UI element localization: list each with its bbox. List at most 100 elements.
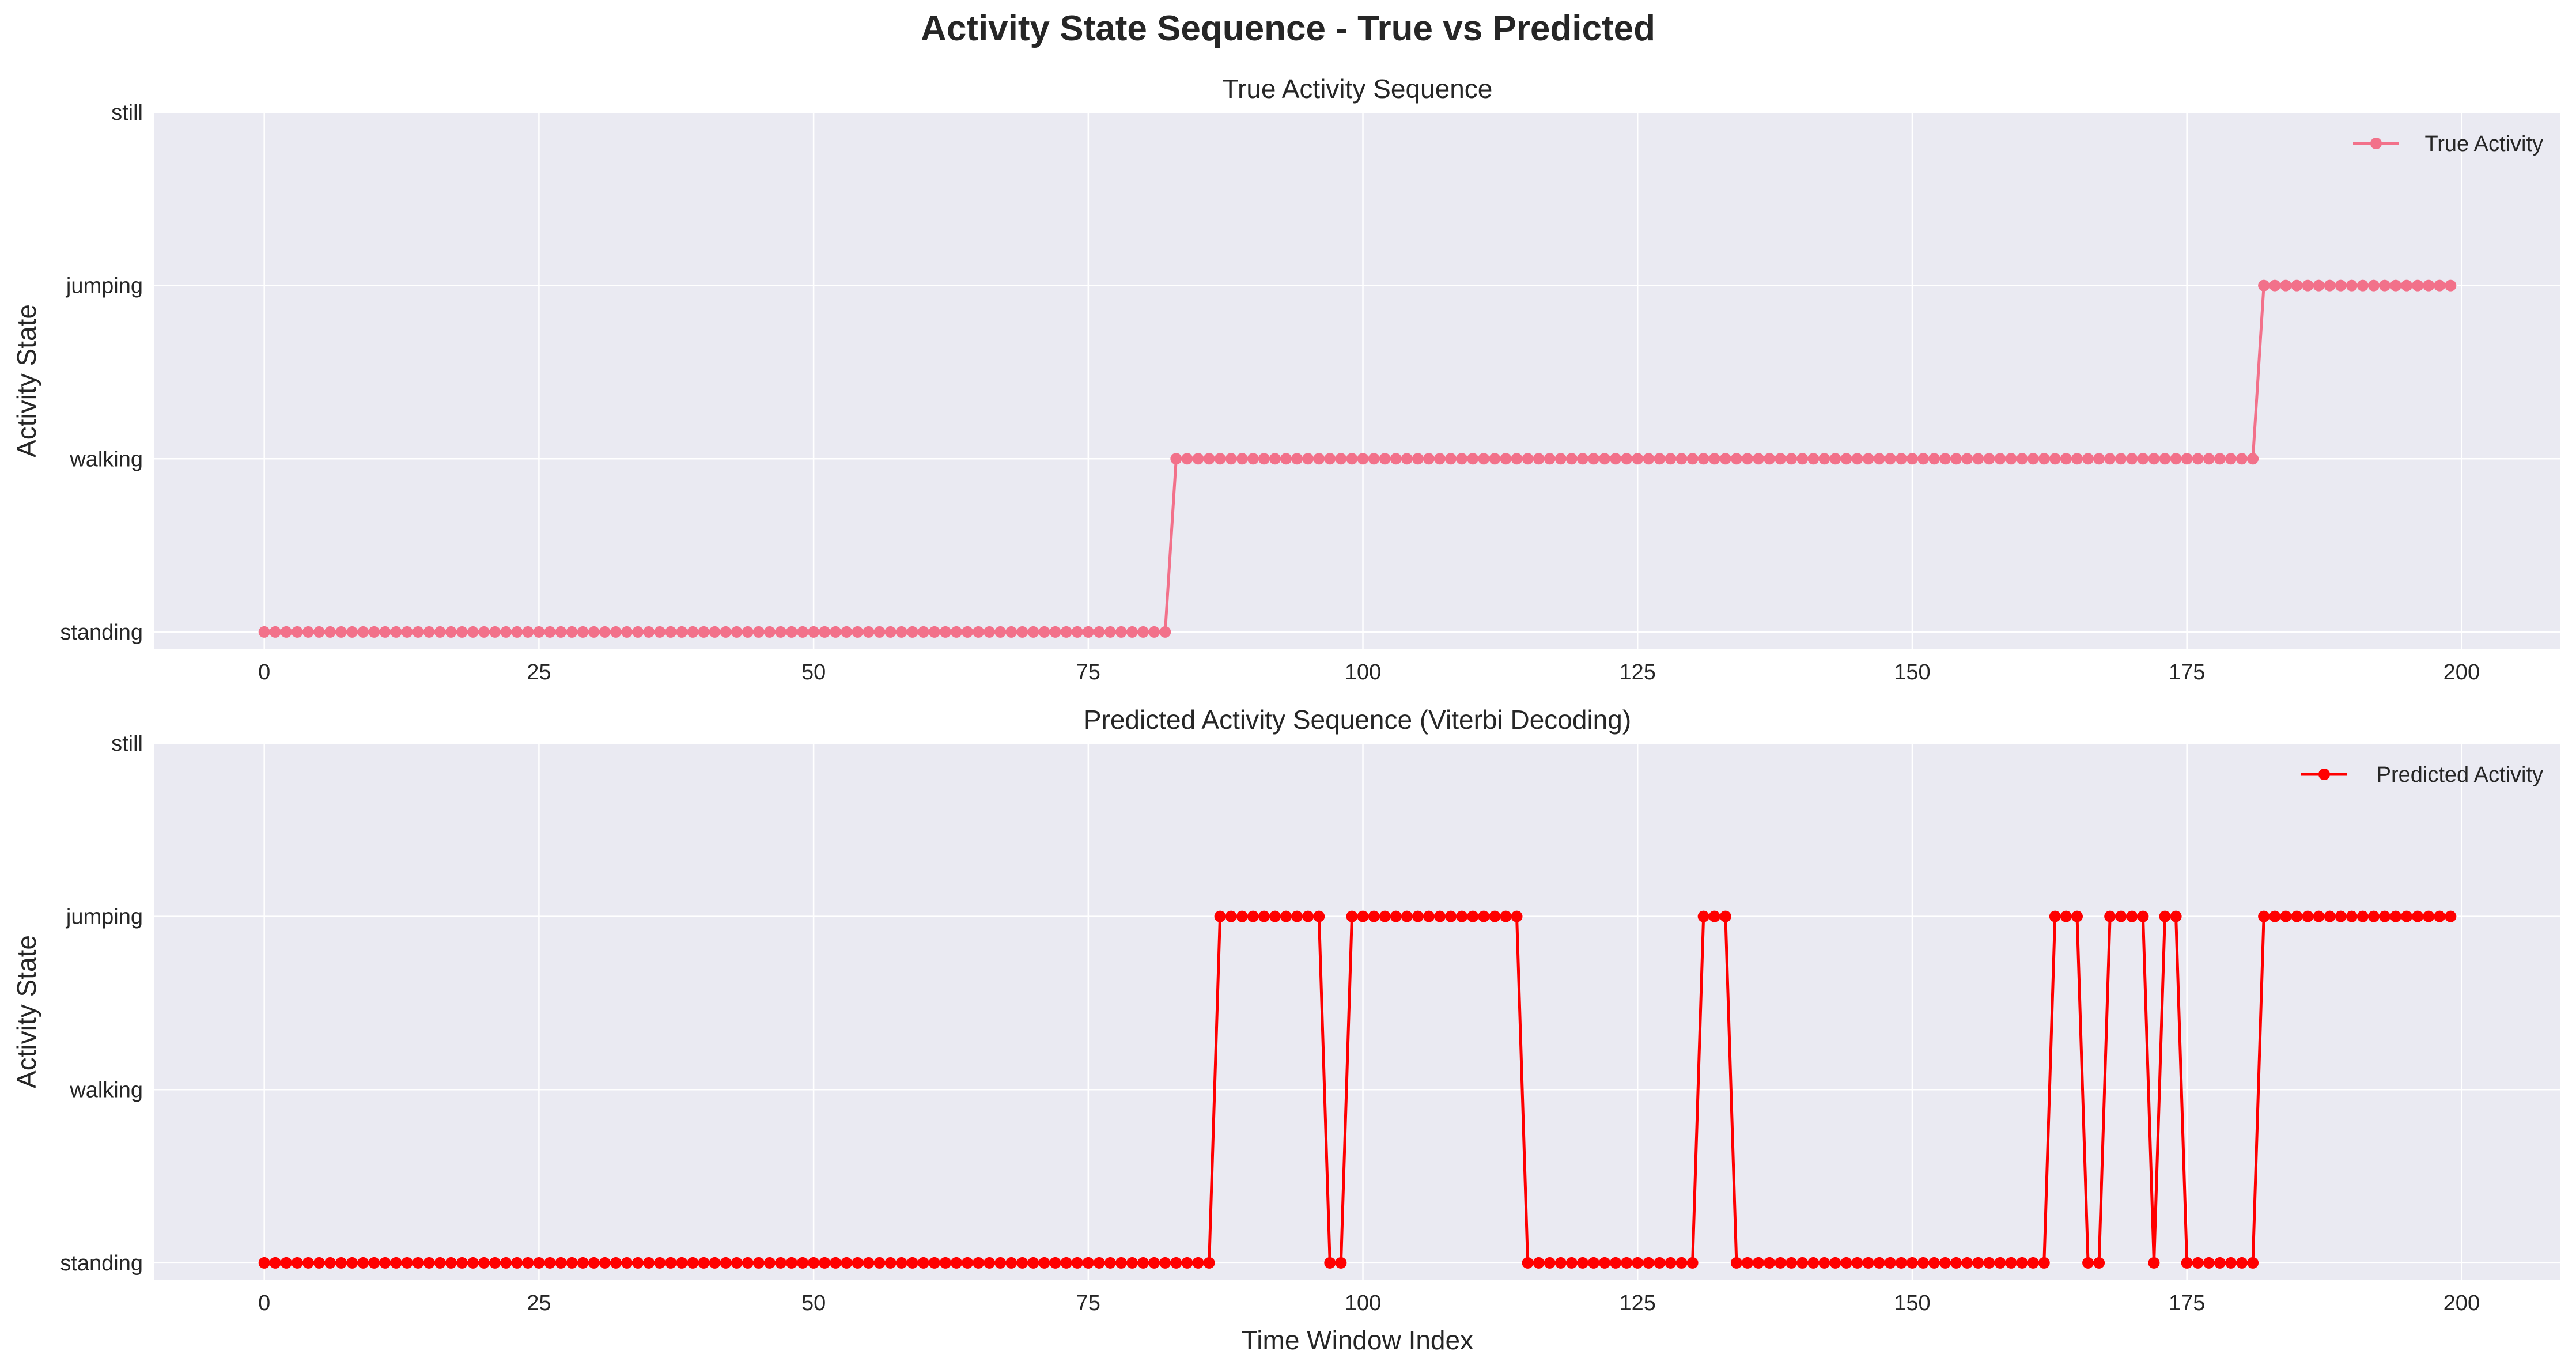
data-point (258, 1257, 270, 1269)
data-point (2412, 910, 2424, 922)
data-point (1522, 453, 1534, 465)
data-point (752, 1257, 765, 1269)
data-point (412, 1257, 424, 1269)
data-point (1335, 453, 1347, 465)
subplot-title: True Activity Sequence (1223, 74, 1493, 104)
data-point (335, 626, 347, 638)
data-point (2389, 910, 2401, 922)
data-point (1895, 1257, 1907, 1269)
data-point (1873, 1257, 1885, 1269)
y-tick-label: still (111, 732, 143, 756)
data-point (785, 626, 797, 638)
legend-label: Predicted Activity (2377, 763, 2543, 787)
data-point (2027, 1257, 2039, 1269)
data-point (973, 626, 985, 638)
data-point (1972, 453, 1984, 465)
data-point (1786, 1257, 1798, 1269)
data-point (2027, 453, 2039, 465)
data-point (2137, 453, 2149, 465)
data-point (2247, 453, 2259, 465)
data-point (2423, 279, 2435, 292)
data-point (654, 626, 666, 638)
x-tick-label: 75 (1076, 1291, 1100, 1315)
data-point (2137, 910, 2149, 922)
data-point (1225, 910, 1237, 922)
data-point (1236, 910, 1248, 922)
data-point (2159, 453, 2171, 465)
data-point (2005, 453, 2017, 465)
data-point (1214, 453, 1226, 465)
data-point (1587, 453, 1599, 465)
x-tick-label: 175 (2169, 660, 2205, 684)
data-point (544, 1257, 556, 1269)
data-point (1478, 910, 1490, 922)
x-tick-label: 175 (2169, 1291, 2205, 1315)
data-point (1456, 910, 1468, 922)
y-tick-label: jumping (66, 905, 143, 929)
data-point (2445, 910, 2457, 922)
x-tick-label: 0 (258, 1291, 270, 1315)
data-point (917, 1257, 929, 1269)
data-point (1280, 910, 1292, 922)
data-point (884, 1257, 897, 1269)
data-point (2356, 279, 2369, 292)
data-point (873, 626, 886, 638)
data-point (390, 626, 402, 638)
data-point (544, 626, 556, 638)
data-point (280, 626, 292, 638)
data-point (917, 626, 929, 638)
data-point (643, 1257, 655, 1269)
data-point (830, 626, 842, 638)
data-point (1665, 453, 1677, 465)
data-point (709, 626, 721, 638)
data-point (709, 1257, 721, 1269)
data-point (357, 1257, 369, 1269)
data-point (511, 626, 523, 638)
data-point (1983, 453, 1995, 465)
data-point (1554, 453, 1567, 465)
data-point (852, 1257, 864, 1269)
data-point (1576, 453, 1588, 465)
data-point (2060, 453, 2072, 465)
data-point (610, 626, 622, 638)
data-point (1093, 626, 1105, 638)
data-point (2313, 910, 2325, 922)
data-point (456, 626, 468, 638)
data-point (2335, 910, 2347, 922)
data-point (1379, 453, 1391, 465)
data-point (1621, 1257, 1633, 1269)
data-point (1434, 453, 1446, 465)
data-point (1807, 453, 1820, 465)
data-point (1060, 1257, 1072, 1269)
data-point (1038, 1257, 1050, 1269)
data-point (1412, 453, 1424, 465)
data-point (1335, 1257, 1347, 1269)
data-point (797, 626, 809, 638)
data-point (1753, 453, 1764, 465)
data-point (1829, 453, 1841, 465)
data-point (1170, 453, 1182, 465)
data-point (1148, 1257, 1160, 1269)
data-point (2060, 910, 2072, 922)
data-point (1719, 910, 1731, 922)
data-point (522, 1257, 534, 1269)
data-point (1005, 626, 1017, 638)
data-point (1412, 910, 1424, 922)
data-point (313, 626, 326, 638)
data-point (1126, 1257, 1138, 1269)
x-tick-label: 125 (1620, 1291, 1656, 1315)
data-point (1544, 1257, 1556, 1269)
data-point (2214, 453, 2226, 465)
data-point (852, 626, 864, 638)
data-point (1005, 1257, 1017, 1269)
data-point (577, 626, 589, 638)
data-point (2412, 279, 2424, 292)
data-point (1621, 453, 1633, 465)
data-point (2401, 279, 2413, 292)
data-point (2071, 453, 2083, 465)
data-point (1939, 1257, 1951, 1269)
data-point (951, 1257, 962, 1269)
data-point (2225, 1257, 2237, 1269)
data-point (1214, 910, 1226, 922)
data-point (1643, 453, 1655, 465)
